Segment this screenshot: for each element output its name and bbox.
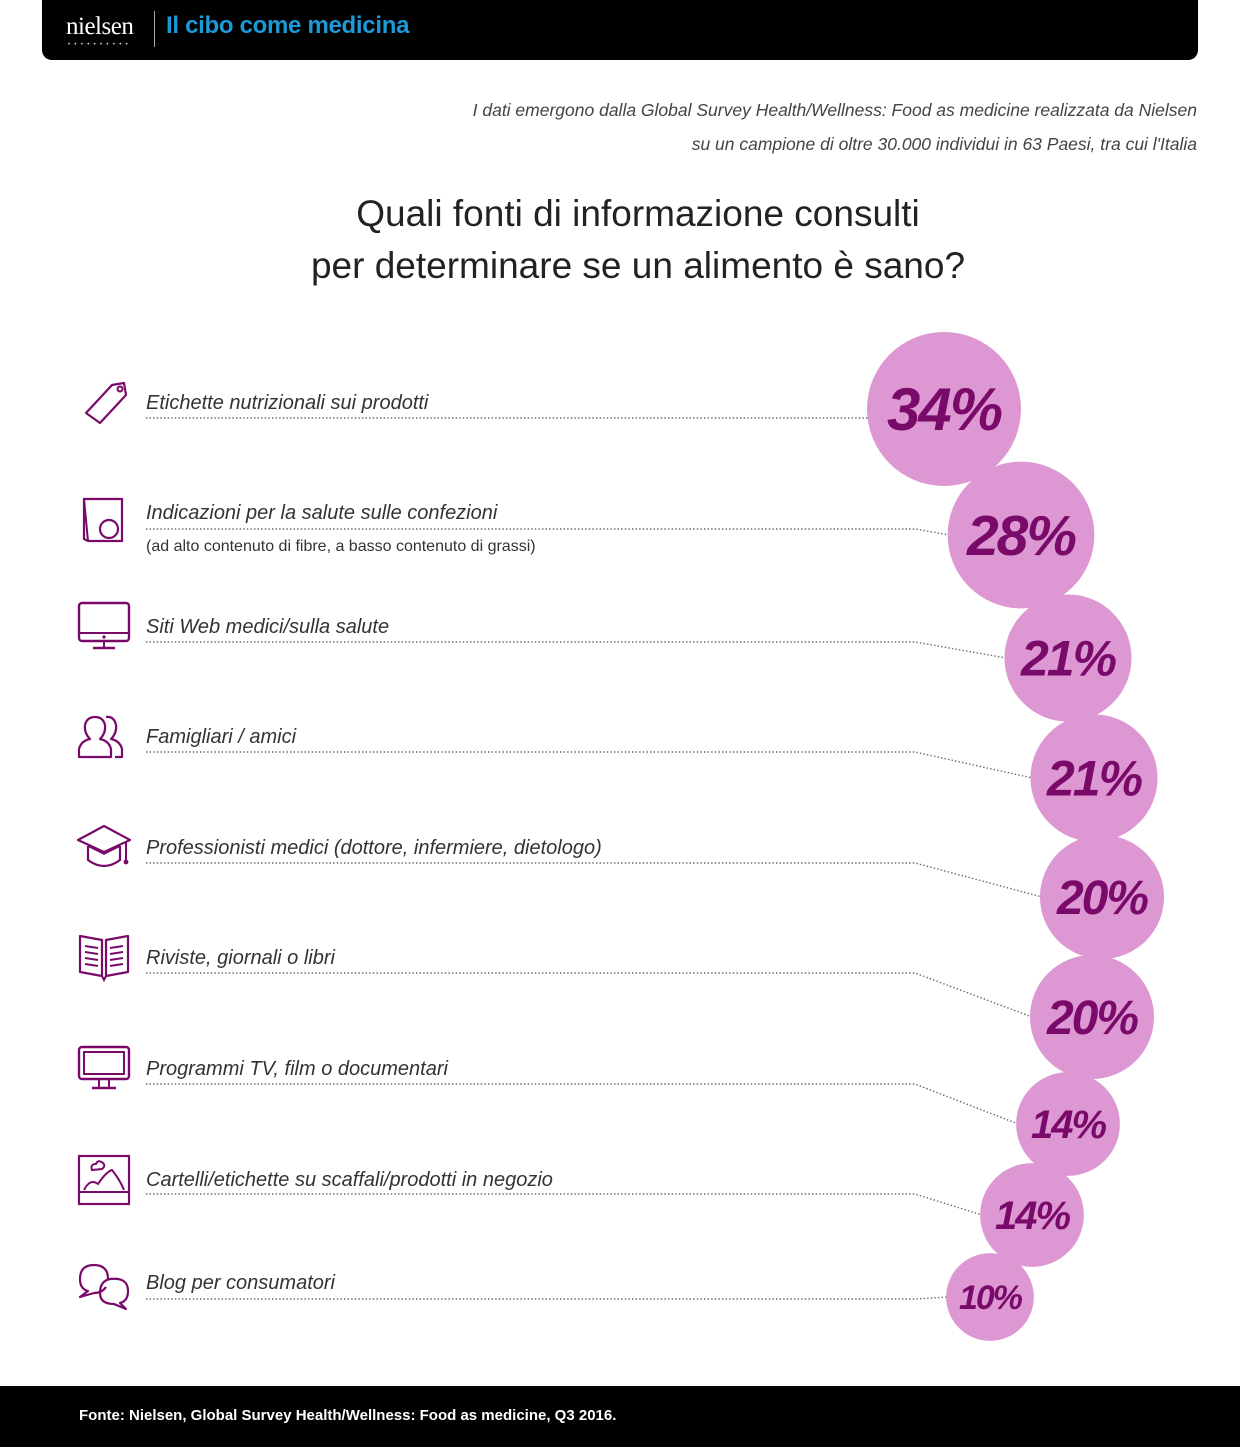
intro-line-2: su un campione di oltre 30.000 individui… bbox=[691, 134, 1197, 154]
category-label: Indicazioni per la salute sulle confezio… bbox=[146, 502, 498, 524]
value-bubble bbox=[1029, 954, 1155, 1080]
people-icon bbox=[76, 711, 132, 763]
value-label: 20% bbox=[1056, 872, 1148, 925]
chart-title-line-1: Quali fonti di informazione consulti bbox=[356, 193, 920, 234]
value-bubble bbox=[1030, 714, 1158, 842]
value-label: 21% bbox=[1020, 631, 1117, 687]
category-label: Etichette nutrizionali sui prodotti bbox=[146, 392, 429, 414]
connector-line bbox=[146, 751, 1033, 779]
connector-line bbox=[146, 528, 950, 536]
value-label: 10% bbox=[959, 1279, 1023, 1317]
category-label: Famigliari / amici bbox=[146, 726, 297, 748]
connector-line bbox=[146, 862, 1043, 898]
page-title: Il cibo come medicina bbox=[166, 12, 410, 39]
chat-bubbles-icon bbox=[76, 1257, 132, 1311]
value-bubble bbox=[1039, 834, 1165, 960]
book-icon bbox=[76, 932, 132, 984]
category-label: Blog per consumatori bbox=[146, 1272, 335, 1294]
intro-line-1: I dati emergono dalla Global Survey Heal… bbox=[472, 100, 1197, 120]
header-bar: nielsen •••••••••• Il cibo come medicina bbox=[42, 0, 1198, 60]
chart-title: Quali fonti di informazione consulti per… bbox=[0, 188, 1240, 292]
value-bubble bbox=[1004, 594, 1132, 722]
value-label: 14% bbox=[995, 1194, 1070, 1238]
logo-dots: •••••••••• bbox=[68, 42, 133, 48]
intro-text: I dati emergono dalla Global Survey Heal… bbox=[473, 93, 1197, 161]
value-bubble bbox=[867, 332, 1021, 486]
value-bubble bbox=[980, 1163, 1084, 1267]
value-bubble bbox=[947, 461, 1095, 609]
picture-icon bbox=[76, 1154, 132, 1206]
value-label: 14% bbox=[1031, 1103, 1106, 1147]
graduation-cap-icon bbox=[76, 822, 132, 874]
value-label: 34% bbox=[887, 376, 1002, 443]
category-label: Riviste, giornali o libri bbox=[146, 947, 335, 969]
connector-line bbox=[146, 972, 1033, 1018]
connector-line bbox=[146, 1083, 1019, 1125]
header-divider bbox=[154, 11, 155, 47]
category-label: Professionisti medici (dottore, infermie… bbox=[146, 837, 602, 859]
connector-line bbox=[146, 1296, 949, 1300]
tv-icon bbox=[76, 1043, 132, 1095]
package-icon bbox=[76, 495, 132, 547]
connector-line bbox=[146, 641, 1007, 659]
value-label: 21% bbox=[1046, 751, 1143, 807]
monitor-icon bbox=[76, 601, 132, 653]
tag-icon bbox=[76, 377, 132, 429]
value-bubble bbox=[1016, 1072, 1120, 1176]
value-label: 20% bbox=[1046, 992, 1138, 1045]
category-label: Programmi TV, film o documentari bbox=[146, 1058, 448, 1080]
source-note: Fonte: Nielsen, Global Survey Health/Wel… bbox=[79, 1407, 617, 1424]
footer-bar: Fonte: Nielsen, Global Survey Health/Wel… bbox=[0, 1386, 1240, 1447]
nielsen-logo: nielsen bbox=[66, 13, 134, 40]
value-label: 28% bbox=[966, 504, 1076, 568]
category-sublabel: (ad alto contenuto di fibre, a basso con… bbox=[146, 538, 536, 555]
value-bubble bbox=[946, 1253, 1034, 1341]
category-label: Siti Web medici/sulla salute bbox=[146, 616, 390, 638]
connector-line bbox=[146, 1193, 983, 1216]
category-label: Cartelli/etichette su scaffali/prodotti … bbox=[146, 1169, 553, 1191]
chart-title-line-2: per determinare se un alimento è sano? bbox=[310, 245, 966, 286]
